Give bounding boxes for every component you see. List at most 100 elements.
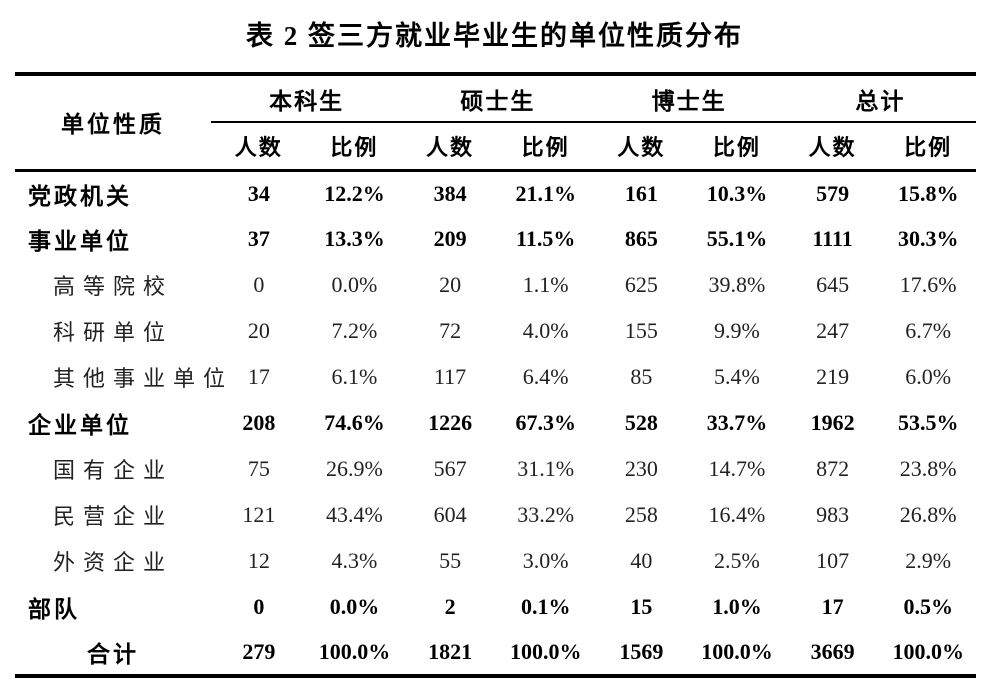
table-row: 科研单位 20 7.2% 72 4.0% 155 9.9% 247 6.7% xyxy=(15,308,976,354)
row-label: 部队 xyxy=(28,597,80,622)
cell-value: 872 xyxy=(816,456,850,481)
cell-value: 34 xyxy=(247,180,270,206)
cell-value: 865 xyxy=(624,226,658,251)
row-label: 事业单位 xyxy=(28,229,132,254)
cell-value: 230 xyxy=(624,456,658,481)
cell-value: 107 xyxy=(816,548,850,573)
table-row: 合计 279 100.0% 1821 100.0% 1569 100.0% 3669 100.0… xyxy=(15,630,976,676)
sub-header-count: 人数 xyxy=(402,122,498,172)
cell-value: 208 xyxy=(242,410,276,435)
cell-value: 258 xyxy=(624,502,658,527)
cell-value: 72 xyxy=(439,318,462,343)
cell-value: 121 xyxy=(242,502,276,527)
cell-value: 53.5% xyxy=(897,410,959,435)
sub-header-count: 人数 xyxy=(211,122,307,172)
table-row: 企业单位 208 74.6% 1226 67.3% 528 33.7% 1962 53.5% xyxy=(15,400,976,446)
cell-value: 75 xyxy=(247,456,270,481)
table-header: 单位性质 本科生 硕士生 博士生 总计 人数 比例 人数 比例 人数 比例 人数… xyxy=(15,74,976,172)
cell-value: 5.4% xyxy=(714,364,760,389)
cell-value: 30.3% xyxy=(897,226,959,251)
cell-value: 0 xyxy=(253,594,265,619)
cell-value: 1569 xyxy=(619,639,664,664)
cell-value: 12.2% xyxy=(324,180,385,206)
cell-value: 26.9% xyxy=(326,456,383,481)
row-label: 民营企业 xyxy=(53,504,174,529)
table-row: 外资企业 12 4.3% 55 3.0% 40 2.5% 107 2.9% xyxy=(15,538,976,584)
cell-value: 100.0% xyxy=(701,639,773,664)
cell-value: 2.5% xyxy=(714,548,760,573)
cell-value: 0.1% xyxy=(520,594,571,619)
row-label: 高等院校 xyxy=(53,274,174,299)
group-header-total: 总计 xyxy=(784,74,976,123)
cell-value: 1.1% xyxy=(522,272,569,297)
sub-header-row: 人数 比例 人数 比例 人数 比例 人数 比例 xyxy=(15,122,976,172)
row-label: 国有企业 xyxy=(53,458,174,483)
cell-value: 17 xyxy=(247,364,270,389)
cell-value: 645 xyxy=(816,272,850,297)
table-row: 高等院校 0 0.0% 20 1.1% 625 39.8% 645 17.6% xyxy=(15,262,976,308)
cell-value: 20 xyxy=(439,272,462,297)
cell-value: 117 xyxy=(433,364,467,389)
cell-value: 6.1% xyxy=(331,364,378,389)
cell-value: 12 xyxy=(247,548,270,573)
cell-value: 100.0% xyxy=(509,639,582,664)
row-label: 科研单位 xyxy=(53,320,174,345)
cell-value: 1821 xyxy=(428,639,473,664)
cell-value: 219 xyxy=(816,364,850,389)
cell-value: 155 xyxy=(624,318,658,343)
cell-value: 1962 xyxy=(810,410,855,435)
cell-value: 40 xyxy=(630,548,653,573)
cell-value: 20 xyxy=(247,318,270,343)
cell-value: 2 xyxy=(444,594,456,619)
cell-value: 604 xyxy=(433,502,467,527)
cell-value: 33.2% xyxy=(517,502,575,527)
cell-value: 2.9% xyxy=(905,548,952,573)
table-row: 党政机关 34 12.2% 384 21.1% 161 10.3% 579 15.8% xyxy=(15,170,976,216)
cell-value: 15 xyxy=(630,594,653,619)
row-label: 外资企业 xyxy=(53,550,174,575)
cell-value: 39.8% xyxy=(708,272,766,297)
sub-header-count: 人数 xyxy=(593,122,690,172)
table-row: 部队 0 0.0% 2 0.1% 15 1.0% 17 0.5% xyxy=(15,584,976,630)
sub-header-count: 人数 xyxy=(784,122,881,172)
cell-value: 4.3% xyxy=(331,548,378,573)
cell-value: 11.5% xyxy=(516,226,576,251)
cell-value: 17.6% xyxy=(899,272,957,297)
cell-value: 3669 xyxy=(810,639,855,664)
data-table: 单位性质 本科生 硕士生 博士生 总计 人数 比例 人数 比例 人数 比例 人数… xyxy=(15,72,976,678)
cell-value: 67.3% xyxy=(515,410,576,435)
cell-value: 567 xyxy=(433,456,467,481)
cell-value: 384 xyxy=(433,180,467,206)
cell-value: 31.1% xyxy=(517,456,575,481)
cell-value: 74.6% xyxy=(324,410,385,435)
cell-value: 1111 xyxy=(812,226,853,251)
cell-value: 55.1% xyxy=(706,226,768,251)
group-header-master: 硕士生 xyxy=(402,74,594,123)
cell-value: 0 xyxy=(253,272,265,297)
cell-value: 4.0% xyxy=(522,318,569,343)
cell-value: 9.9% xyxy=(714,318,760,343)
cell-value: 625 xyxy=(624,272,658,297)
cell-value: 23.8% xyxy=(899,456,957,481)
table-title: 表 2 签三方就业毕业生的单位性质分布 xyxy=(246,21,743,51)
table-row: 国有企业 75 26.9% 567 31.1% 230 14.7% 872 23.8% xyxy=(15,446,976,492)
cell-value: 0.0% xyxy=(331,272,378,297)
corner-header: 单位性质 xyxy=(15,74,211,172)
cell-value: 279 xyxy=(242,639,276,664)
cell-value: 6.0% xyxy=(905,364,952,389)
cell-value: 1.0% xyxy=(712,594,762,619)
cell-value: 579 xyxy=(816,180,850,206)
cell-value: 0.5% xyxy=(903,594,953,619)
cell-value: 15.8% xyxy=(897,180,959,206)
cell-value: 7.2% xyxy=(331,318,378,343)
cell-value: 6.7% xyxy=(905,318,952,343)
cell-value: 100.0% xyxy=(318,639,391,664)
sub-header-ratio: 比例 xyxy=(880,122,976,172)
cell-value: 247 xyxy=(816,318,850,343)
cell-value: 100.0% xyxy=(892,639,964,664)
cell-value: 1226 xyxy=(428,410,473,435)
table-row: 民营企业 121 43.4% 604 33.2% 258 16.4% 983 26.8% xyxy=(15,492,976,538)
sub-header-ratio: 比例 xyxy=(306,122,403,172)
cell-value: 161 xyxy=(624,180,658,206)
